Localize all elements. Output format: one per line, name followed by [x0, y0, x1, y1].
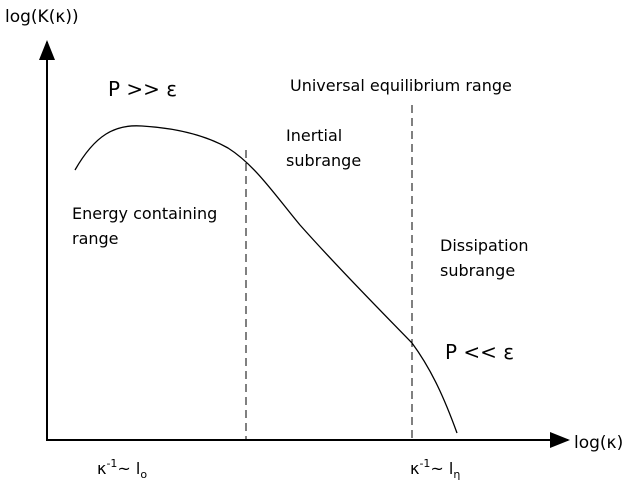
region-label: subrange — [286, 151, 361, 170]
x-axis-label: log(κ) — [574, 433, 623, 453]
region-label: P >> ε — [108, 77, 177, 101]
region-label: Universal equilibrium range — [290, 76, 512, 95]
region-label: Dissipation — [440, 236, 529, 255]
spectrum-curve — [74, 125, 458, 434]
region-label: subrange — [440, 261, 515, 280]
region-label: range — [72, 229, 119, 248]
scale-marker: κ-1~ lη — [410, 457, 460, 481]
region-label: Inertial — [286, 126, 342, 145]
region-label: P << ε — [445, 340, 514, 364]
y-axis-label: log(K(κ)) — [5, 7, 79, 27]
region-label: Energy containing — [72, 204, 217, 223]
scale-marker: κ-1~ lo — [97, 457, 147, 481]
